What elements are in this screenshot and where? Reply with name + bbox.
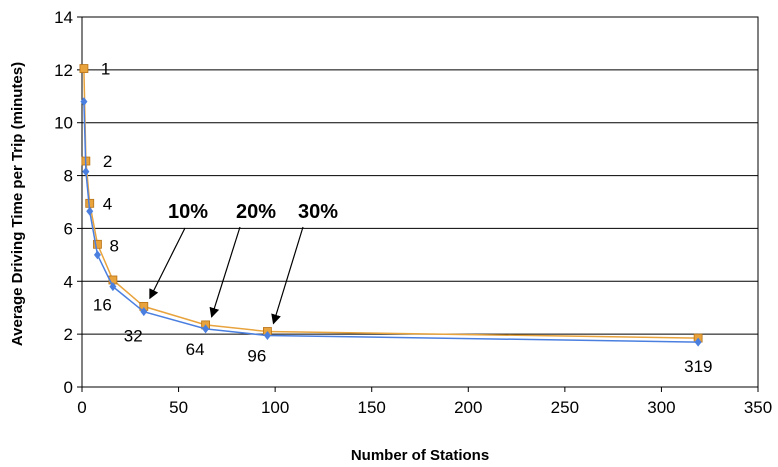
diamond-marker — [80, 97, 88, 107]
square-marker — [93, 239, 102, 249]
diamond-marker — [263, 330, 271, 340]
x-tick-label: 200 — [454, 398, 482, 417]
diamond-marker — [93, 250, 101, 260]
y-tick-label: 4 — [64, 272, 73, 291]
square-marker — [79, 64, 89, 73]
y-tick-label: 6 — [64, 219, 73, 238]
point-label: 32 — [124, 327, 143, 346]
point-label: 8 — [109, 236, 118, 255]
series-layer — [79, 64, 703, 347]
y-tick-label: 14 — [54, 8, 73, 27]
annotation-arrow — [209, 226, 241, 318]
x-tick-label: 100 — [261, 398, 289, 417]
diamond-marker — [140, 307, 148, 317]
diamond-marker — [109, 282, 117, 292]
point-label: 319 — [684, 357, 712, 376]
x-tick-label: 150 — [358, 398, 386, 417]
diamond-marker — [86, 206, 94, 216]
y-tick-label: 12 — [54, 61, 73, 80]
diamond-marker — [694, 337, 702, 347]
x-tick-label: 50 — [169, 398, 188, 417]
point-labels: 1 2 4 8 16 32 64 96 319 — [93, 60, 713, 377]
x-tick-label: 300 — [647, 398, 675, 417]
y-axis-title: Average Driving Time per Trip (minutes) — [9, 62, 26, 346]
x-axis-title: Number of Stations — [351, 447, 489, 464]
point-label: 64 — [186, 340, 205, 359]
plot-area — [81, 16, 759, 388]
gridlines — [82, 16, 758, 388]
x-tick-label: 350 — [744, 398, 772, 417]
y-tick-label: 2 — [64, 325, 73, 344]
annotation-arrow — [149, 227, 186, 300]
point-label: 4 — [103, 194, 112, 213]
x-tick-label: 0 — [77, 398, 86, 417]
annotation-label: 30% — [298, 201, 338, 223]
y-tick-label: 10 — [54, 114, 73, 133]
point-label: 96 — [247, 346, 266, 365]
annotation-label: 20% — [236, 201, 276, 223]
y-tick-label: 0 — [64, 378, 73, 397]
annotation-arrow — [271, 226, 304, 325]
point-label: 2 — [103, 152, 112, 171]
x-tick-label: 250 — [551, 398, 579, 417]
diamond-marker — [202, 324, 210, 334]
y-tick-label: 8 — [64, 167, 73, 186]
point-label: 1 — [101, 60, 110, 79]
annotations: 10% 20% 30% — [149, 201, 338, 325]
annotation-label: 10% — [168, 201, 208, 223]
point-label: 16 — [93, 296, 112, 315]
diamond-marker — [82, 167, 90, 177]
